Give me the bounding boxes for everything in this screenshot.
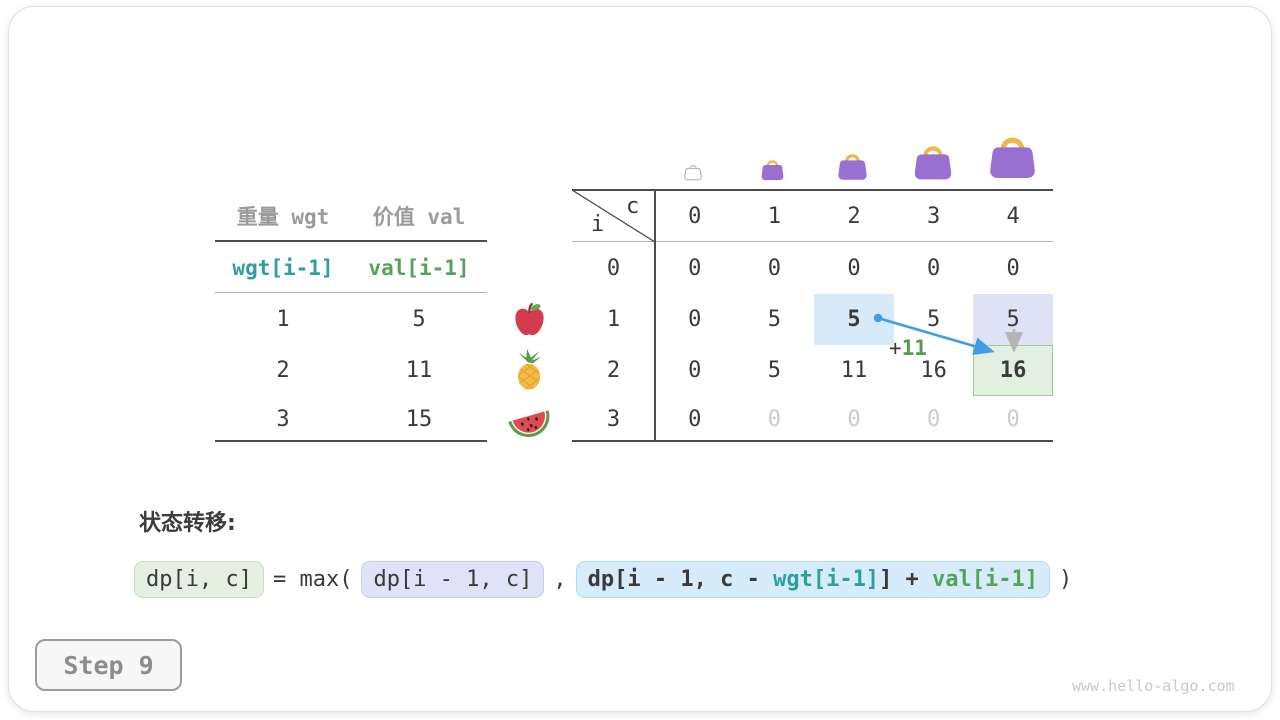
handbag-icon-2 [837,150,868,181]
term2-wgt: wgt[i-1] [773,567,880,592]
formula-comma: , [553,567,567,592]
dp-cell-2-3: 16 [920,358,947,383]
dp-table-line-vertical [654,189,656,442]
handbag-icon-4 [988,131,1037,180]
formula-op: = max( [272,567,353,592]
dp-cell-3-0: 0 [688,406,702,432]
item-table-line-top [215,240,487,242]
term2-mid: ] + [879,567,933,592]
dp-row-label-2: 2 [606,358,621,383]
dp-col-header-3: 3 [926,203,941,229]
item-wgt-1: 1 [276,307,290,332]
dp-cell-0-0: 0 [688,255,702,281]
item-wgt-3: 3 [276,406,290,432]
handbag-icon-3 [913,141,953,181]
dp-cell-2-0: 0 [688,358,702,383]
item-table-line-mid [215,292,487,293]
apple-icon [512,301,547,338]
dp-col-header-1: 1 [767,203,782,229]
annotation-plus: + [889,336,902,360]
dp-cell-0-2: 0 [847,255,861,281]
item-val-1: 5 [412,307,426,332]
item-wgt-2: 2 [276,358,290,383]
dp-row-label-1: 1 [606,307,621,332]
dp-cell-1-4: 5 [1006,307,1020,332]
dp-cell-3-1: 0 [767,406,782,432]
dp-cell-1-2: 5 [847,307,861,332]
formula-lhs-box: dp[i, c] [134,561,264,598]
dp-row-label-0: 0 [606,255,621,281]
dp-table-line-header [572,241,1053,242]
term2-pre: dp[i - 1, c - [587,567,774,592]
dp-cell-3-3: 0 [926,406,941,432]
dp-cell-0-1: 0 [767,255,782,281]
corner-diagonal [572,190,655,242]
annotation-value: 11 [901,336,927,360]
corner-col-var: c [626,194,640,219]
dp-cell-2-4: 16 [999,358,1027,383]
item-table-line-bottom [215,440,487,442]
watermelon-icon [505,402,553,440]
term2-val: val[i-1] [932,567,1039,592]
watermark: www.hello-algo.com [1072,677,1235,695]
dp-row-label-3: 3 [606,406,621,432]
item-table-subheader-wgt: wgt[i-1] [232,256,334,280]
dp-cell-1-0: 0 [688,307,702,332]
item-table-subheader-val: val[i-1] [368,256,470,280]
dp-cell-1-1: 5 [767,307,782,332]
item-val-2: 11 [405,358,433,383]
dp-cell-0-3: 0 [926,255,941,281]
item-val-3: 15 [405,406,433,432]
dp-col-header-4: 4 [1006,203,1020,229]
dp-cell-3-4: 0 [1006,406,1020,432]
dp-cell-0-4: 0 [1006,255,1020,281]
formula-close: ) [1059,567,1073,592]
dp-row-labels: 0 1 2 3 [572,190,655,442]
handbag-icon-1 [760,157,785,181]
state-transition-label: 状态转移: [139,511,236,536]
dp-col-header-0: 0 [688,203,702,229]
dp-cell-3-2: 0 [847,406,861,432]
dp-col-header-2: 2 [847,203,861,229]
plus-value-annotation: +11 [889,336,927,360]
dp-table-line-top [572,189,1053,191]
item-table: 重量 wgt 价值 val wgt[i-1] val[i-1] 1 5 2 11… [215,190,487,442]
formula-term2-box: dp[i - 1, c - wgt[i-1]] + val[i-1] [575,561,1051,598]
corner-row-var: i [591,212,605,237]
transition-formula: dp[i, c] = max( dp[i - 1, c] , dp[i - 1,… [134,561,1072,598]
dp-table-grid: 0 1 2 3 4 0 0 0 0 0 0 5 5 5 5 0 5 11 16 … [655,190,1053,442]
dp-cell-2-2: 11 [840,358,868,383]
dp-table-line-bottom [572,440,1053,442]
dp-cell-2-1: 5 [767,358,782,383]
item-table-header-value: 价值 val [372,205,466,229]
item-table-header-weight: 重量 wgt [236,205,330,229]
step-badge: Step 9 [35,639,182,691]
handbag-icon-0 [684,162,702,181]
formula-term1-box: dp[i - 1, c] [361,561,545,598]
pineapple-icon [510,349,550,391]
